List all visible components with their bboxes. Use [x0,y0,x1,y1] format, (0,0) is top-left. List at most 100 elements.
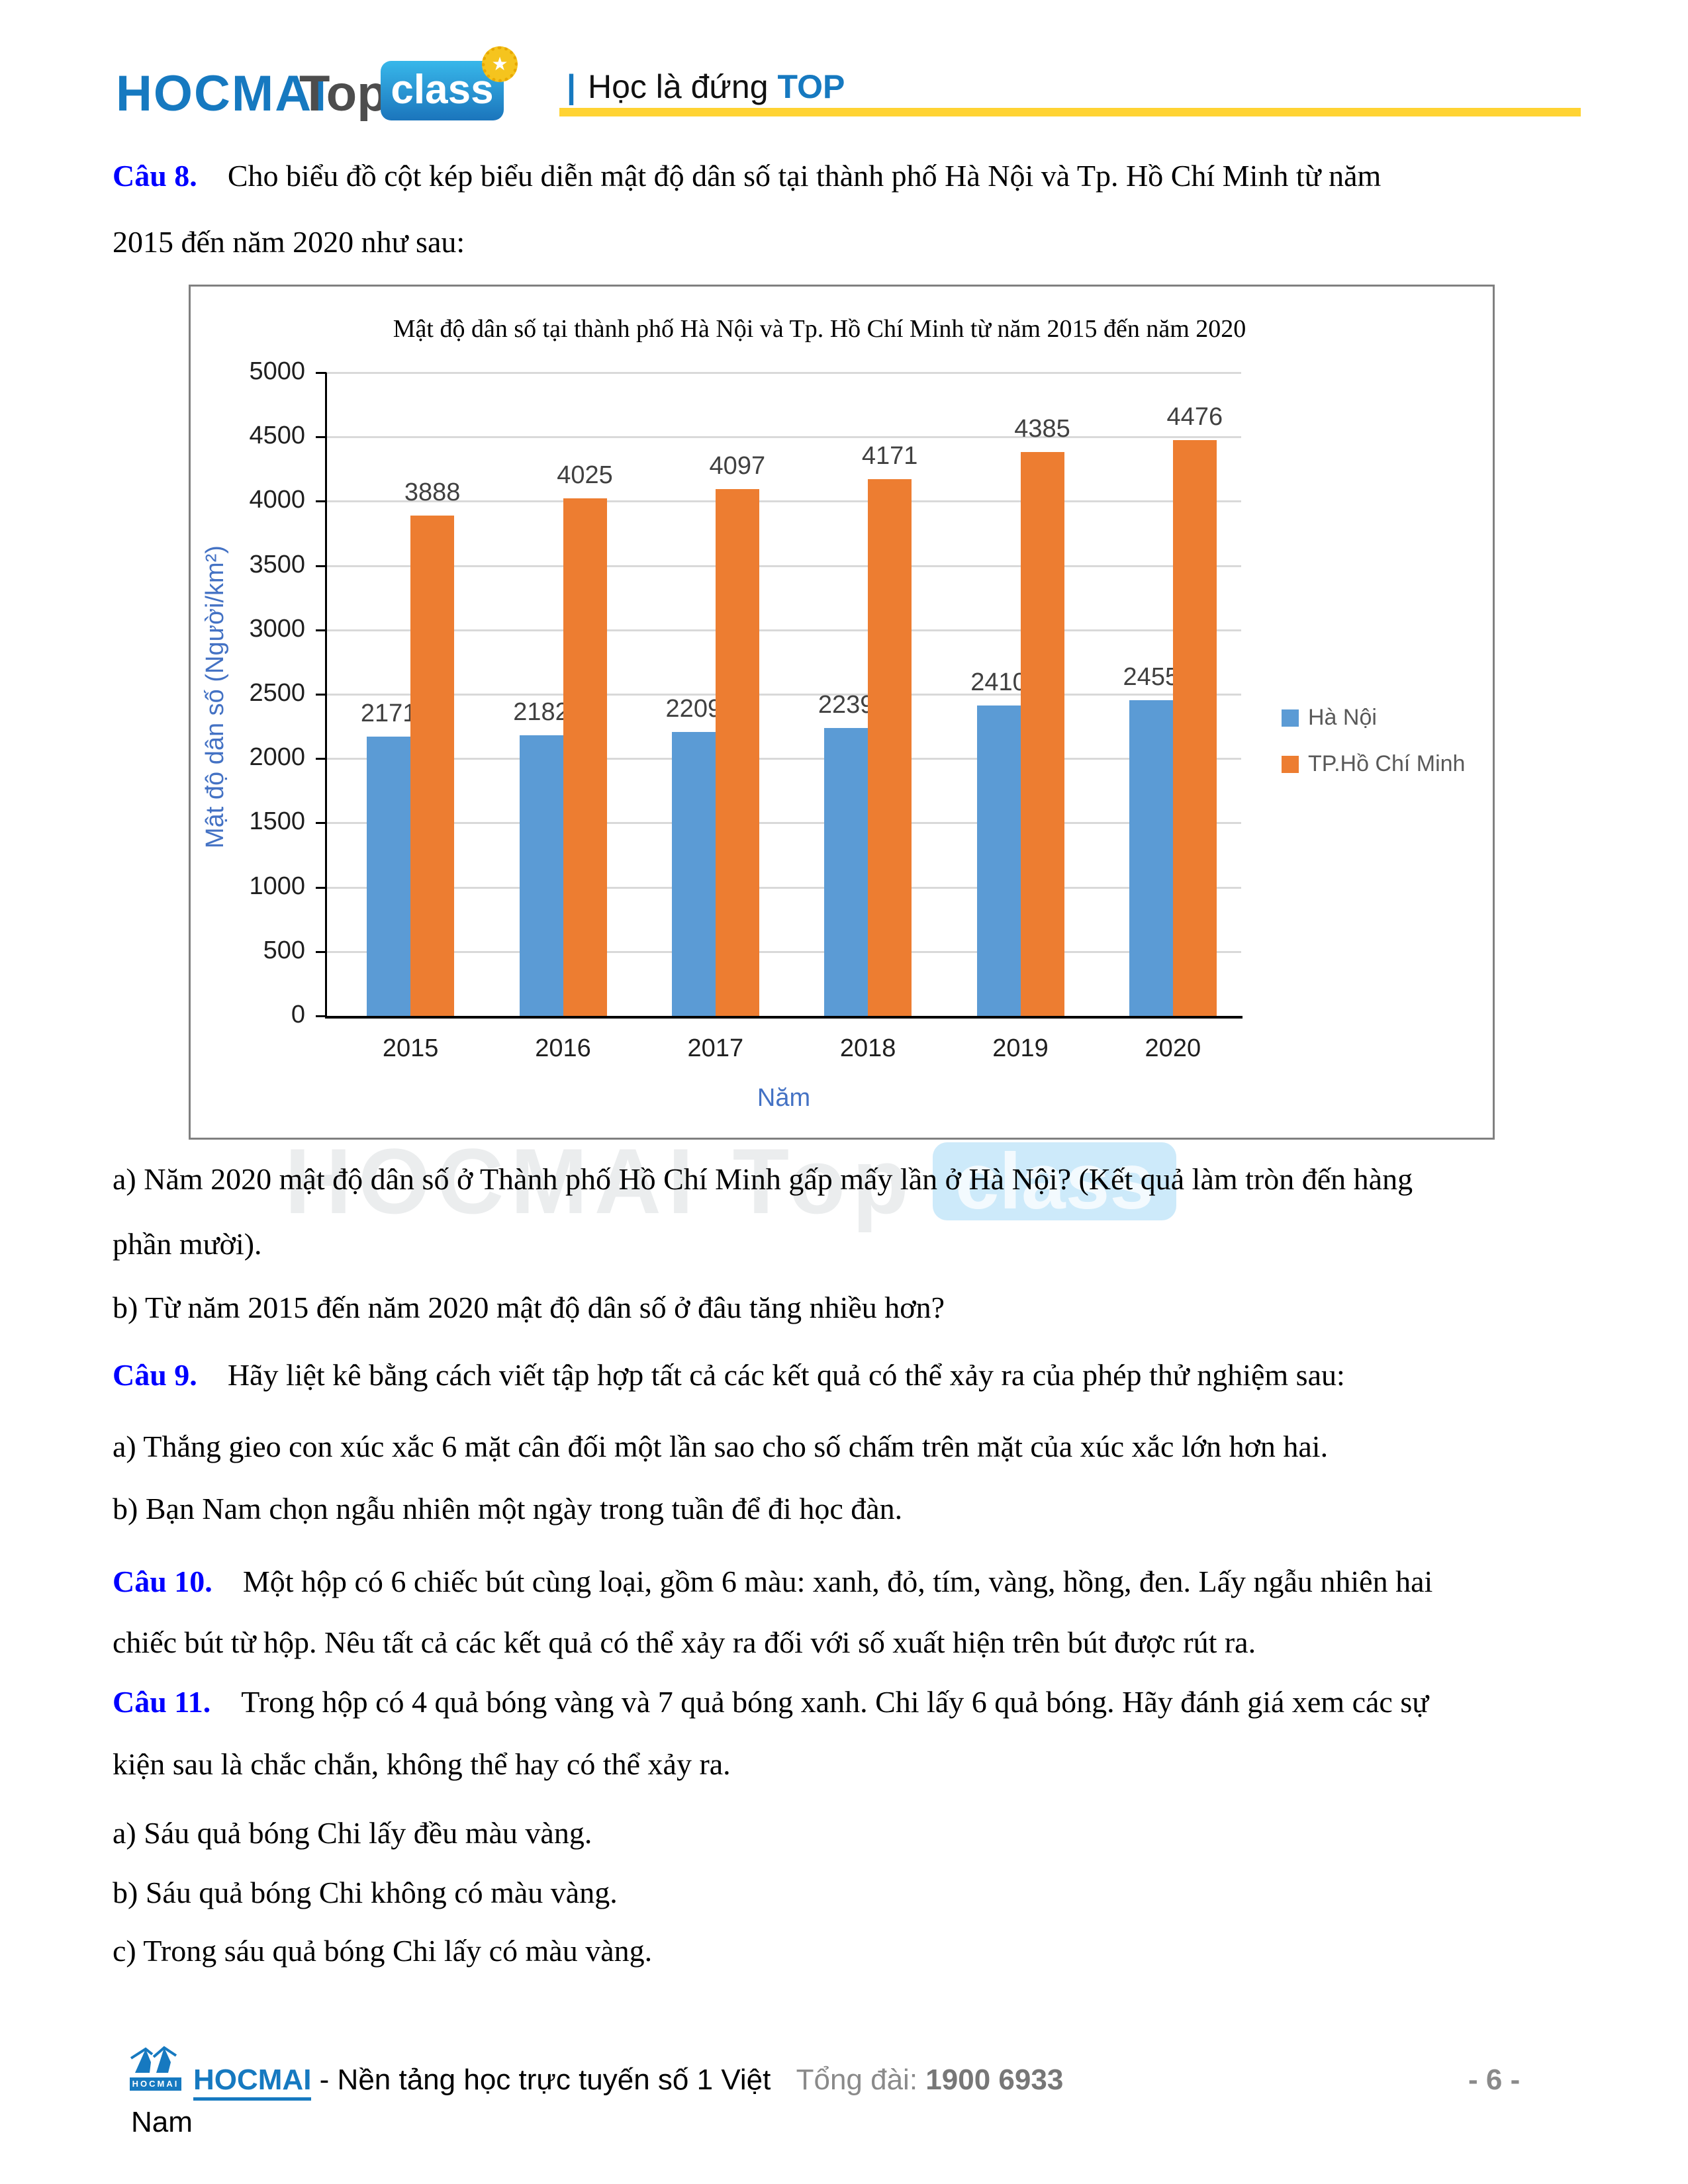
bar-label-TP.Hồ Chí Minh-2019: 4385 [1014,414,1070,443]
x-category-2016: 2016 [535,1034,591,1062]
y-tick-label-3000: 3000 [249,614,305,643]
y-tick-mark-3000 [316,629,326,631]
gridline-2500 [326,694,1241,696]
watermark-class-box: class [932,1142,1177,1221]
y-tick-label-4500: 4500 [249,422,305,450]
y-tick-mark-1000 [316,886,326,889]
bar-label-Hà Nội-2015: 2171 [360,699,417,727]
y-tick-label-4000: 4000 [249,486,305,514]
gridline-3000 [326,629,1241,631]
header-logo-top: Top [299,66,388,122]
question-8-label: Câu 8. [113,159,197,193]
bar-label-TP.Hồ Chí Minh-2017: 4097 [709,451,766,480]
y-tick-mark-0 [316,1015,326,1017]
y-tick-label-3500: 3500 [249,550,305,578]
y-tick-label-1500: 1500 [249,807,305,836]
footer-hotline: Tổng đài: 1900 6933 [796,2064,1064,2096]
bar-TP.Hồ Chí Minh-2018 [868,479,912,1016]
gridline-5000 [326,372,1241,374]
footer-brand-line: HOCMAI - Nền tảng học trực tuyến số 1 Vi… [193,2064,1064,2101]
question-11-line2: kiện sau là chắc chắn, không thể hay có … [113,1747,731,1781]
bar-Hà Nội-2016 [519,735,563,1016]
tagline-pipe: | [567,68,576,105]
x-axis-line [325,1016,1243,1019]
bar-label-Hà Nội-2016: 2182 [513,698,569,726]
population-density-chart: Mật độ dân số tại thành phố Hà Nội và Tp… [189,285,1495,1140]
question-8a-line1: a) Năm 2020 mật độ dân số ở Thành phố Hồ… [113,1162,1413,1196]
x-category-2017: 2017 [687,1034,744,1062]
bar-TP.Hồ Chí Minh-2016 [563,498,607,1016]
watermark-text: HOCMAI Top [285,1129,915,1233]
gridline-1000 [326,886,1241,889]
y-tick-mark-2000 [316,758,326,760]
x-category-2018: 2018 [839,1034,896,1062]
legend-item-hanoi: Hà Nội [1282,705,1377,731]
bar-TP.Hồ Chí Minh-2020 [1172,439,1217,1016]
gridline-4500 [326,436,1241,439]
page-number: - 6 - [1468,2064,1521,2096]
x-category-2019: 2019 [992,1034,1049,1062]
question-10-line1: Câu 10. Một hộp có 6 chiếc bút cùng loại,… [113,1565,1433,1598]
y-tick-label-2000: 2000 [249,743,305,772]
gridline-4000 [326,500,1241,503]
legend-label-0: Hà Nội [1308,705,1377,730]
bar-label-TP.Hồ Chí Minh-2018: 4171 [861,442,918,471]
star-icon: ★ [482,46,518,82]
x-category-2015: 2015 [382,1034,439,1062]
gridline-3500 [326,565,1241,567]
y-tick-label-500: 500 [263,936,305,964]
question-8-line2: 2015 đến năm 2020 như sau: [113,225,465,259]
question-8-line1: Câu 8. Cho biểu đồ cột kép biểu diễn mật … [113,159,1382,193]
question-11a: a) Sáu quả bóng Chi lấy đều màu vàng. [113,1816,592,1850]
footer-logo-caption: HOCMAI [130,2077,181,2091]
footer-brand-tagline: - Nền tảng học trực tuyến số 1 Việt [319,2064,771,2096]
bar-TP.Hồ Chí Minh-2017 [715,488,759,1016]
question-10-label: Câu 10. [113,1565,212,1598]
bar-label-Hà Nội-2017: 2209 [665,694,722,723]
y-tick-mark-4500 [316,436,326,439]
legend-item-tphcm: TP.Hồ Chí Minh [1282,751,1465,777]
question-8a-line2: phần mười). [113,1227,262,1261]
gridline-500 [326,950,1241,953]
y-axis-line [325,373,327,1016]
question-9b: b) Bạn Nam chọn ngẫu nhiên một ngày tron… [113,1492,903,1525]
bar-Hà Nội-2015 [367,736,411,1016]
footer-logo-icon [130,2046,177,2073]
bar-label-TP.Hồ Chí Minh-2020: 4476 [1166,402,1223,431]
question-8b: b) Từ năm 2015 đến năm 2020 mật độ dân s… [113,1291,945,1324]
y-tick-label-0: 0 [291,1001,305,1028]
question-11c: c) Trong sáu quả bóng Chi lấy có màu vàn… [113,1934,653,1968]
legend-label-1: TP.Hồ Chí Minh [1308,751,1466,776]
bar-label-TP.Hồ Chí Minh-2016: 4025 [557,461,613,489]
question-10-line2: chiếc bút từ hộp. Nêu tất cả các kết quả… [113,1625,1256,1659]
question-11b: b) Sáu quả bóng Chi không có màu vàng. [113,1876,618,1909]
tagline-text: Học là đứng [588,68,769,105]
bar-Hà Nội-2019 [976,705,1021,1016]
question-11-label: Câu 11. [113,1685,211,1719]
footer-logo: HOCMAI [130,2045,181,2091]
y-tick-mark-4000 [316,500,326,503]
footer-tagline-wrap: Nam [131,2106,193,2138]
y-tick-mark-5000 [316,372,326,374]
y-tick-mark-3500 [316,565,326,567]
bar-Hà Nội-2018 [824,727,868,1016]
y-tick-label-1000: 1000 [249,872,305,900]
question-9-label: Câu 9. [113,1358,197,1392]
bar-label-TP.Hồ Chí Minh-2015: 3888 [404,478,461,507]
bar-label-Hà Nội-2018: 2239 [818,690,874,719]
footer-brand: HOCMAI [193,2064,312,2101]
bar-TP.Hồ Chí Minh-2019 [1020,451,1064,1016]
question-9-intro: Câu 9. Hãy liệt kê bằng cách viết tập hợp… [113,1358,1345,1392]
bar-Hà Nội-2020 [1129,700,1173,1016]
question-11-line1: Câu 11. Trong hộp có 4 quả bóng vàng và 7… [113,1685,1429,1719]
gridline-1500 [326,822,1241,825]
bar-label-Hà Nội-2020: 2455 [1123,662,1180,691]
question-9a: a) Thắng gieo con xúc xắc 6 mặt cân đối … [113,1430,1329,1463]
header-accent-bar [559,108,1581,116]
footer-hotline-number: 1900 6933 [925,2064,1064,2096]
hocmai-watermark: HOCMAI Top class [285,1129,1177,1233]
y-tick-mark-2500 [316,694,326,696]
bar-label-Hà Nội-2019: 2410 [970,668,1027,697]
y-tick-label-5000: 5000 [249,357,305,385]
